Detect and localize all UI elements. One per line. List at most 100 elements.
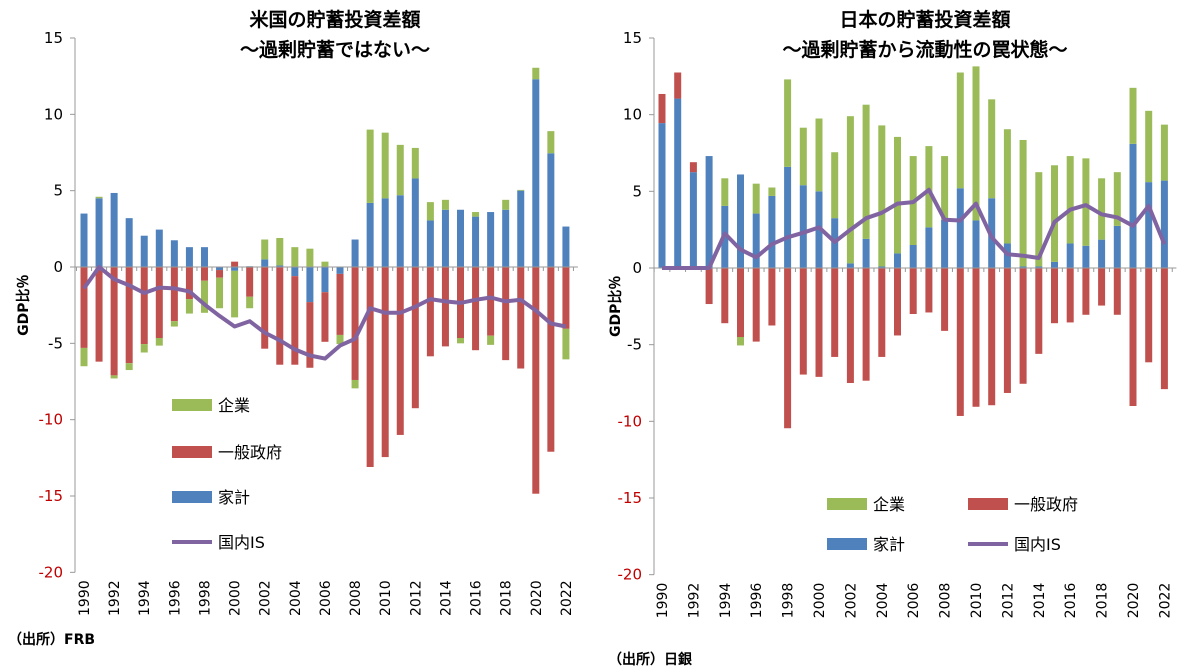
bar-家計-1991 (95, 198, 103, 267)
bar-企業-2013 (426, 202, 434, 221)
bar-企業-1994 (140, 344, 148, 353)
x-tick-label: 1996 (749, 583, 765, 619)
bar-一般政府-2012 (1003, 268, 1011, 393)
bar-一般政府-2022 (562, 267, 570, 329)
bar-企業-2000 (815, 118, 823, 192)
bar-一般政府-2014 (441, 267, 449, 347)
y-tick-label: 15 (623, 29, 642, 47)
bar-企業-1996 (752, 183, 760, 214)
bar-家計-1998 (200, 247, 208, 267)
bar-家計-2007 (336, 267, 344, 274)
bar-企業-2010 (381, 132, 389, 199)
x-tick-label: 2002 (258, 580, 274, 616)
bar-家計-2020 (532, 79, 540, 267)
legend-label: 国内IS (218, 533, 265, 552)
y-tick-label: -10 (39, 411, 64, 429)
bar-家計-1993 (125, 218, 133, 267)
bar-企業-2012 (411, 147, 419, 179)
chart-subtitle: ～過剰貯蓄ではない～ (240, 38, 430, 61)
bar-家計-1997 (185, 247, 193, 267)
bar-一般政府-2008 (941, 268, 949, 331)
bar-企業-2014 (441, 199, 449, 210)
bar-一般政府-2001 (831, 268, 839, 357)
x-tick-label: 2008 (938, 583, 954, 619)
bar-一般政府-2007 (336, 273, 344, 335)
x-tick-label: 1998 (781, 583, 797, 619)
bar-一般政府-2004 (878, 268, 886, 357)
legend-label: 家計 (873, 535, 905, 554)
bar-一般政府-1991 (674, 72, 682, 99)
bar-企業-2015 (457, 337, 464, 344)
bar-一般政府-1998 (200, 267, 208, 281)
y-axis-label: GDP比％ (15, 274, 32, 335)
bar-企業-2007 (336, 334, 344, 345)
legend-swatch-一般政府 (968, 498, 1008, 510)
bar-企業-2019 (1113, 172, 1121, 226)
x-tick-label: 2016 (469, 580, 485, 616)
bar-企業-2004 (291, 247, 299, 267)
bar-企業-2002 (261, 239, 269, 260)
y-tick-label: 0 (632, 259, 642, 277)
bar-一般政府-1997 (185, 267, 193, 300)
y-tick-label: 5 (632, 182, 642, 200)
bar-一般政府-2003 (276, 267, 284, 365)
bar-家計-2010 (381, 198, 389, 267)
chart-title: 米国の貯蓄投資差額 (249, 8, 420, 31)
x-tick-label: 2014 (1032, 583, 1048, 619)
bar-一般政府-1993 (125, 267, 133, 364)
bar-家計-2009 (956, 188, 964, 268)
bar-企業-2006 (321, 261, 329, 267)
bar-企業-2013 (1019, 139, 1027, 267)
bar-一般政府-2008 (351, 267, 359, 380)
bar-一般政府-1990 (658, 93, 666, 124)
bar-企業-1998 (784, 79, 792, 167)
legend-label: 企業 (873, 495, 905, 514)
legend-label: 一般政府 (1014, 495, 1078, 514)
x-tick-label: 2018 (1095, 583, 1111, 619)
bar-企業-1995 (155, 337, 163, 346)
bar-家計-2006 (909, 245, 917, 268)
x-tick-label: 2006 (318, 580, 334, 616)
bar-家計-2015 (457, 209, 464, 267)
bar-家計-1995 (155, 229, 163, 267)
bar-企業-2003 (276, 237, 284, 266)
bar-家計-2008 (351, 239, 359, 267)
bar-企業-2009 (366, 129, 374, 203)
chart-title: 日本の貯蓄投資差額 (839, 8, 1010, 31)
bar-家計-1996 (752, 213, 760, 268)
y-axis-label: GDP比％ (607, 276, 624, 337)
bar-企業-2022 (1160, 124, 1168, 181)
bar-企業-1997 (768, 187, 776, 196)
bar-家計-2009 (366, 202, 374, 267)
y-tick-label: 10 (623, 106, 642, 124)
bar-一般政府-1993 (705, 268, 713, 305)
bar-家計-2021 (1145, 182, 1153, 268)
bar-企業-1995 (737, 337, 744, 346)
bar-企業-2001 (831, 152, 839, 219)
bar-家計-2016 (472, 216, 480, 267)
bar-企業-2011 (988, 99, 996, 199)
bar-家計-1994 (140, 235, 148, 267)
bar-企業-2016 (1066, 156, 1074, 244)
bar-家計-2019 (1113, 225, 1121, 268)
bar-一般政府-1992 (689, 162, 697, 173)
bar-家計-1991 (674, 98, 682, 268)
bar-企業-2002 (846, 116, 854, 264)
x-tick-label: 2018 (499, 580, 515, 616)
bar-企業-1993 (125, 363, 133, 371)
bar-企業-2005 (894, 136, 901, 254)
x-tick-label: 1998 (197, 580, 213, 616)
x-tick-label: 2004 (875, 583, 891, 619)
bar-企業-2017 (1082, 158, 1090, 246)
bar-一般政府-1994 (140, 267, 148, 345)
x-tick-label: 2006 (906, 583, 922, 619)
legend-swatch-企業 (172, 399, 212, 411)
bar-一般政府-2016 (472, 267, 480, 351)
bar-企業-2004 (878, 125, 886, 267)
bar-一般政府-1991 (95, 267, 103, 362)
bar-一般政府-2015 (1051, 268, 1058, 324)
legend-label: 国内IS (1014, 535, 1061, 554)
bar-家計-1995 (737, 174, 744, 268)
